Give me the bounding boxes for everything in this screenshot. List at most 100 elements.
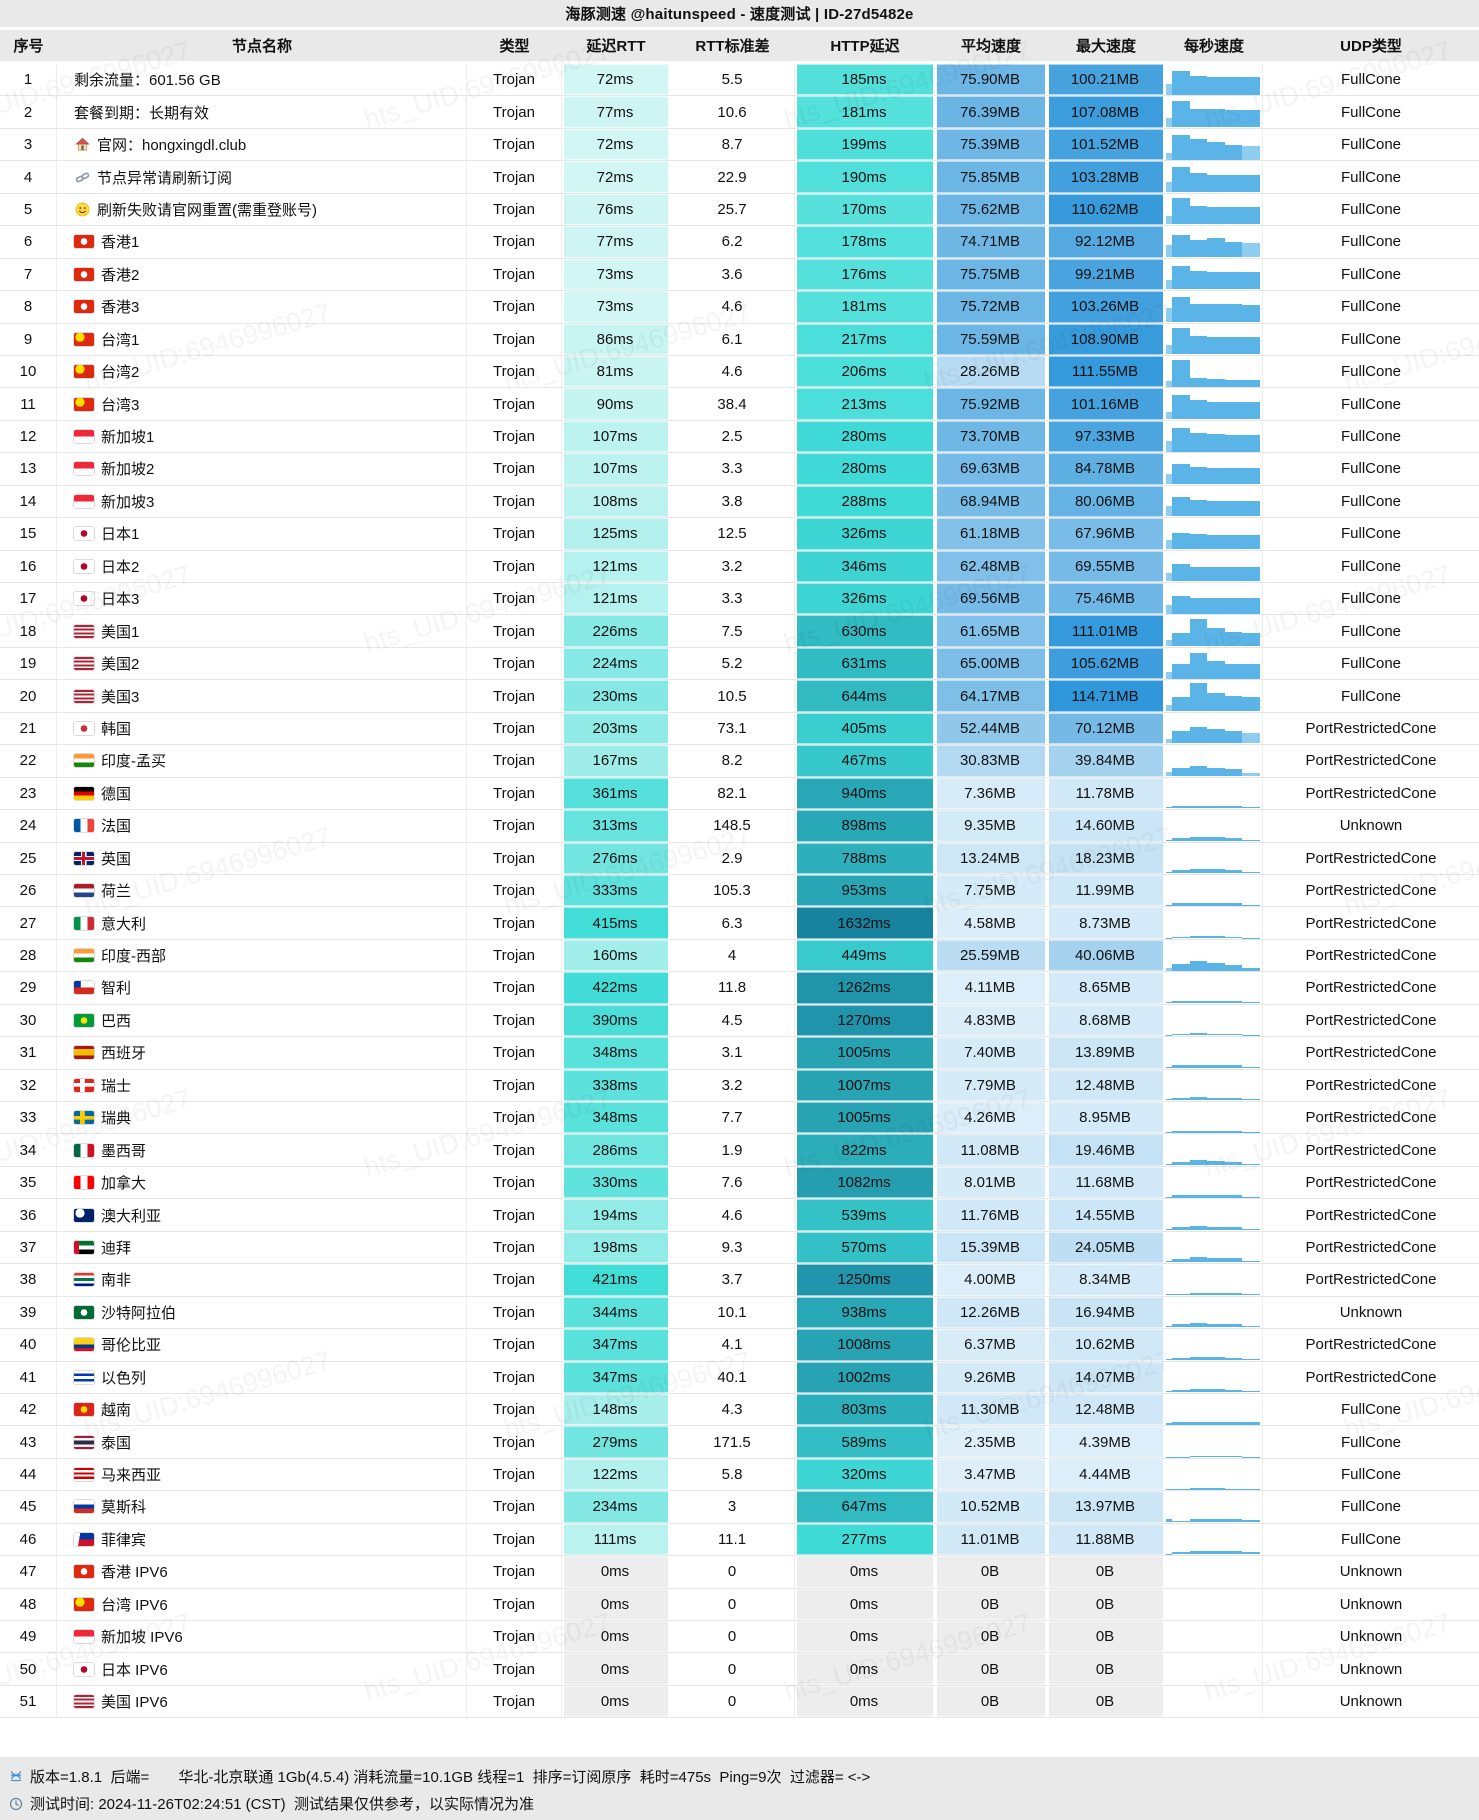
rtt-cell: 313ms <box>562 810 670 842</box>
row-index: 19 <box>0 647 57 680</box>
http-latency-cell: 288ms <box>795 485 935 518</box>
node-type: Trojan <box>467 1621 562 1653</box>
table-row: 47 香港 IPV6 Trojan 0ms 0 0ms 0B 0B Unknown <box>0 1556 1479 1589</box>
udp-type-cell: FullCone <box>1340 525 1402 543</box>
rtt-std-cell: 3 <box>670 1491 795 1523</box>
table-row: 23 德国 Trojan 361ms 82.1 940ms 7.36MB 11.78MB Por… <box>0 777 1479 811</box>
table-row: 18 美国1 Trojan 226ms 7.5 630ms 61.65MB 111.01MB F… <box>0 615 1479 648</box>
speed-chart <box>1165 258 1263 291</box>
rtt-cell: 194ms <box>562 1199 670 1231</box>
speed-chart <box>1165 1329 1263 1361</box>
avg-speed-cell: 4.83MB <box>935 1004 1047 1037</box>
udp-type-cell: PortRestrictedCone <box>1305 784 1437 802</box>
max-speed-cell: 39.84MB <box>1047 745 1165 777</box>
node-name-label: 沙特阿拉伯 <box>101 1304 177 1322</box>
row-index: 48 <box>0 1588 57 1620</box>
rtt-cell: 347ms <box>562 1329 670 1361</box>
rtt-cell: 224ms <box>562 647 670 680</box>
node-type: Trojan <box>467 258 562 291</box>
node-type: Trojan <box>467 291 562 323</box>
node-type: Trojan <box>467 1458 562 1491</box>
column-header: 每秒速度 <box>1183 38 1244 55</box>
node-type: Trojan <box>467 907 562 939</box>
speed-chart <box>1165 1134 1263 1166</box>
page-title: 海豚测速 @haitunspeed - 速度测试 | ID-27d5482e <box>0 0 1479 27</box>
node-name: 沙特阿拉伯 <box>57 1296 467 1329</box>
max-speed-cell: 0B <box>1047 1621 1165 1653</box>
rtt-cell: 421ms <box>562 1264 670 1296</box>
flag-icon <box>74 819 94 833</box>
node-name: 新加坡 IPV6 <box>57 1621 467 1653</box>
speed-chart <box>1165 388 1263 420</box>
flag-icon <box>74 1046 94 1060</box>
max-speed-cell: 69.55MB <box>1047 550 1165 582</box>
node-type: Trojan <box>467 1491 562 1523</box>
udp-type-cell: PortRestrictedCone <box>1305 1206 1437 1224</box>
max-speed-cell: 107.08MB <box>1047 96 1165 128</box>
flag-icon <box>74 1435 94 1449</box>
rtt-std-cell: 25.7 <box>670 193 795 226</box>
rtt-std-cell: 11.8 <box>670 972 795 1004</box>
udp-type-cell: FullCone <box>1340 492 1402 510</box>
speed-chart <box>1165 745 1263 777</box>
node-name: 以色列 <box>57 1361 467 1393</box>
avg-speed-cell: 10.52MB <box>935 1491 1047 1523</box>
http-latency-cell: 1082ms <box>795 1166 935 1199</box>
udp-type-cell: FullCone <box>1340 1498 1402 1516</box>
udp-type-cell: Unknown <box>1339 1595 1403 1613</box>
rtt-cell: 234ms <box>562 1491 670 1523</box>
table-row: 15 日本1 Trojan 125ms 12.5 326ms 61.18MB 67.96MB F… <box>0 518 1479 551</box>
avg-speed-cell: 73.70MB <box>935 420 1047 453</box>
node-name: 南非 <box>57 1264 467 1296</box>
rtt-cell: 0ms <box>562 1621 670 1653</box>
row-index: 12 <box>0 420 57 453</box>
rtt-std-cell: 6.1 <box>670 323 795 355</box>
max-speed-cell: 0B <box>1047 1653 1165 1685</box>
node-name-label: 意大利 <box>101 915 147 933</box>
node-name: 澳大利亚 <box>57 1199 467 1231</box>
udp-type-cell: PortRestrictedCone <box>1305 1174 1437 1192</box>
table-row: 37 迪拜 Trojan 198ms 9.3 570ms 15.39MB 24.05MB Por… <box>0 1231 1479 1265</box>
http-latency-cell: 788ms <box>795 842 935 874</box>
node-name: 美国3 <box>57 680 467 712</box>
node-name-label: 澳大利亚 <box>101 1207 162 1225</box>
node-name-label: 印度-孟买 <box>101 753 166 771</box>
rtt-cell: 203ms <box>562 712 670 745</box>
avg-speed-cell: 13.24MB <box>935 842 1047 874</box>
per-second-speed-chart <box>1165 454 1262 484</box>
speed-chart <box>1165 518 1263 550</box>
node-name: 巴西 <box>57 1004 467 1037</box>
http-latency-cell: 170ms <box>795 193 935 226</box>
rtt-cell: 73ms <box>562 291 670 323</box>
column-header: 平均速度 <box>960 38 1021 55</box>
row-index: 33 <box>0 1102 57 1134</box>
speed-chart <box>1165 1653 1263 1685</box>
udp-type-cell: PortRestrictedCone <box>1305 1238 1437 1256</box>
flag-icon <box>74 657 94 671</box>
per-second-speed-chart <box>1165 1330 1262 1360</box>
node-name-label: 越南 <box>101 1402 132 1420</box>
rtt-cell: 390ms <box>562 1004 670 1037</box>
max-speed-cell: 99.21MB <box>1047 258 1165 291</box>
avg-speed-cell: 0B <box>935 1588 1047 1620</box>
row-index: 20 <box>0 680 57 712</box>
node-type: Trojan <box>467 550 562 582</box>
max-speed-cell: 8.65MB <box>1047 972 1165 1004</box>
node-name: 美国 IPV6 <box>57 1685 467 1718</box>
node-name: 美国1 <box>57 615 467 647</box>
rtt-std-cell: 10.1 <box>670 1296 795 1329</box>
udp-type-cell: FullCone <box>1340 687 1402 705</box>
rtt-std-cell: 5.2 <box>670 647 795 680</box>
node-name-label: 智利 <box>101 980 132 998</box>
per-second-speed-chart <box>1165 259 1262 290</box>
table-row: 20 美国3 Trojan 230ms 10.5 644ms 64.17MB 114.71MB… <box>0 680 1479 713</box>
node-name: 台湾2 <box>57 355 467 388</box>
avg-speed-cell: 12.26MB <box>935 1296 1047 1329</box>
speed-chart <box>1165 1588 1263 1620</box>
node-name: 新加坡3 <box>57 485 467 518</box>
flag-icon <box>74 1078 94 1092</box>
table-row: 40 哥伦比亚 Trojan 347ms 4.1 1008ms 6.37MB 10.62MB P… <box>0 1329 1479 1362</box>
http-latency-cell: 0ms <box>795 1556 935 1588</box>
node-type: Trojan <box>467 1588 562 1620</box>
row-index: 2 <box>0 96 57 128</box>
